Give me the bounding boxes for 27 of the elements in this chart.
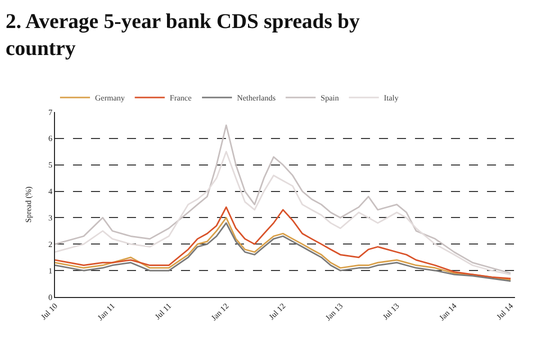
x-tick-label: Jan 12	[209, 301, 230, 322]
y-tick-label: 4	[48, 187, 52, 196]
y-axis-title: Spread (%)	[24, 186, 34, 223]
y-tick-label: 3	[48, 214, 52, 223]
x-tick-label: Jul 12	[267, 301, 288, 322]
line-series	[55, 124, 512, 274]
y-tick-label: 5	[48, 160, 52, 170]
y-tick-label: 1	[48, 266, 52, 276]
legend-label: Italy	[384, 94, 399, 103]
x-tick-label: Jan 11	[96, 301, 117, 322]
y-tick-label: 0	[48, 292, 52, 302]
legend-label: Netherlands	[236, 94, 276, 103]
x-tick-label: Jan 14	[437, 301, 458, 322]
y-tick-label: 6	[48, 134, 52, 144]
legend-label: Spain	[320, 94, 339, 103]
legend-label: Germany	[95, 94, 125, 103]
y-tick-label: 7	[48, 108, 52, 117]
x-tick-label: Jul 11	[153, 301, 174, 322]
x-tick-label: Jan 13	[324, 301, 345, 322]
x-tick-label: Jul 10	[39, 301, 60, 322]
x-tick-label: Jul 13	[381, 301, 402, 322]
legend-label: France	[170, 94, 192, 103]
y-tick-label: 2	[48, 240, 52, 249]
x-tick-label: Jul 14	[494, 301, 515, 322]
line-series	[55, 150, 512, 276]
chart-title: 2. Average 5-year bank CDS spreads by country	[6, 8, 360, 60]
line-series	[55, 206, 512, 280]
